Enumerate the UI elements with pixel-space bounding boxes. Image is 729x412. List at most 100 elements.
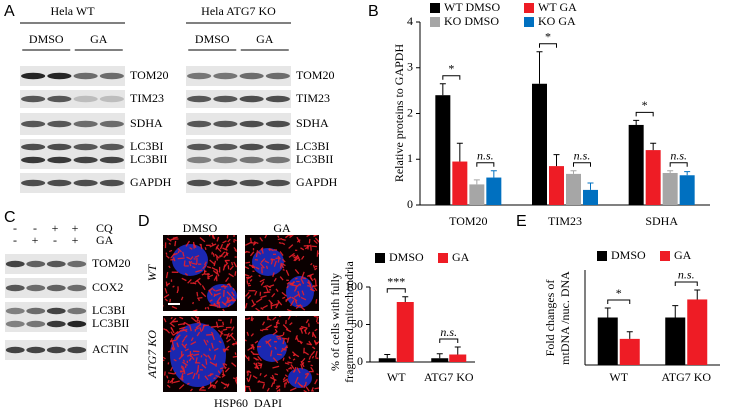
mitochondrion	[215, 321, 219, 329]
mitochondrion	[285, 269, 290, 276]
mitochondrion	[245, 290, 246, 292]
mitochondrion	[252, 375, 258, 380]
blot-band	[187, 95, 212, 103]
mitochondrion	[286, 337, 290, 343]
panel-label: E	[516, 213, 527, 230]
mitochondrion	[182, 361, 188, 366]
mitochondrion	[296, 236, 301, 243]
mitochondrion	[306, 235, 311, 238]
mitochondrion	[192, 241, 195, 249]
mitochondrion	[194, 254, 200, 259]
mitochondrion	[286, 281, 290, 285]
mitochondrion	[213, 347, 219, 351]
panel-label: A	[4, 3, 15, 20]
mitochondrion	[257, 355, 262, 362]
mitochondrion	[211, 267, 218, 271]
mitochondrion	[279, 337, 282, 341]
mitochondrion	[306, 281, 312, 286]
mitochondrion	[181, 343, 187, 349]
mitochondrion	[168, 249, 173, 253]
bar	[449, 354, 467, 362]
mitochondrion	[206, 339, 209, 343]
mitochondrion	[272, 272, 275, 277]
mitochondrion	[163, 304, 164, 308]
band-label: LC3BII	[296, 152, 333, 166]
x-tick-label: WT	[609, 370, 628, 384]
blot-band	[239, 156, 264, 164]
mitochondrion	[263, 291, 271, 294]
legend-swatch	[430, 17, 440, 27]
mitochondrion	[210, 331, 214, 335]
mitochondrion	[177, 250, 180, 254]
mitochondrion	[287, 316, 291, 320]
mitochondrion	[314, 350, 318, 358]
mitochondrion	[314, 378, 318, 385]
band-label: LC3BII	[130, 152, 167, 166]
mitochondrion	[253, 241, 259, 245]
mitochondrion	[257, 251, 262, 255]
band-label: SDHA	[296, 116, 329, 130]
mitochondrion	[245, 261, 251, 264]
mitochondrion	[313, 287, 318, 292]
error-bar	[684, 171, 691, 176]
mitochondrion	[188, 260, 192, 267]
group-title: Hela WT	[50, 4, 95, 18]
legend-label: DMSO	[611, 248, 646, 262]
mitochondrion	[192, 266, 196, 269]
mitochondrion	[304, 373, 310, 379]
blot-strip	[20, 66, 125, 86]
mitochondrion	[265, 340, 268, 343]
mitochondrion	[193, 353, 200, 356]
mitochondrion	[218, 303, 221, 309]
mitochondrion	[208, 274, 214, 278]
mitochondrion	[312, 264, 316, 269]
mitochondrion	[294, 376, 299, 384]
mitochondrion	[245, 266, 250, 270]
mitochondrion	[214, 380, 219, 385]
mitochondrion	[280, 349, 284, 353]
legend-swatch	[524, 3, 534, 13]
mitochondrion	[294, 353, 300, 358]
mitochondrion	[270, 376, 277, 382]
blot-band	[73, 156, 98, 164]
blot-strip	[186, 66, 291, 86]
legend-swatch	[375, 253, 385, 263]
mitochondrion	[209, 299, 213, 302]
mitochondrion	[272, 331, 278, 336]
blot-band	[26, 284, 46, 292]
mitochondrion	[308, 340, 313, 346]
blot-band	[99, 72, 124, 80]
mitochondrion	[273, 378, 276, 384]
mitochondrion	[201, 285, 206, 291]
blot-band	[21, 143, 46, 151]
mitochondrion	[170, 317, 177, 324]
mitochondrion	[297, 290, 301, 298]
panel-label: C	[4, 209, 16, 226]
mitochondrion	[311, 355, 315, 359]
error-bar	[650, 142, 657, 151]
mitochondrion	[284, 374, 288, 378]
band-label: TOM20	[92, 256, 130, 270]
band-label: TIM23	[296, 91, 330, 105]
mitochondrion	[317, 252, 319, 255]
mitochondrion	[260, 258, 266, 264]
row-label: WT	[145, 263, 159, 281]
band-label: LC3BII	[92, 316, 129, 330]
mitochondrion	[211, 334, 215, 341]
blot-strip	[186, 139, 291, 169]
mitochondrion	[183, 343, 188, 348]
mitochondrion	[210, 325, 218, 328]
mitochondrion	[181, 338, 186, 343]
mitochondrion	[172, 348, 176, 351]
mitochondrion	[281, 347, 287, 351]
mitochondrion	[228, 332, 234, 338]
mitochondrion	[286, 285, 289, 289]
mitochondrion	[233, 238, 237, 242]
mitochondrion	[245, 339, 247, 342]
mitochondrion	[279, 276, 284, 281]
mitochondrion	[201, 363, 207, 369]
mitochondrion	[171, 347, 174, 350]
mitochondrion	[272, 357, 279, 364]
mitochondrion	[247, 294, 252, 299]
mitochondrion	[262, 383, 266, 389]
